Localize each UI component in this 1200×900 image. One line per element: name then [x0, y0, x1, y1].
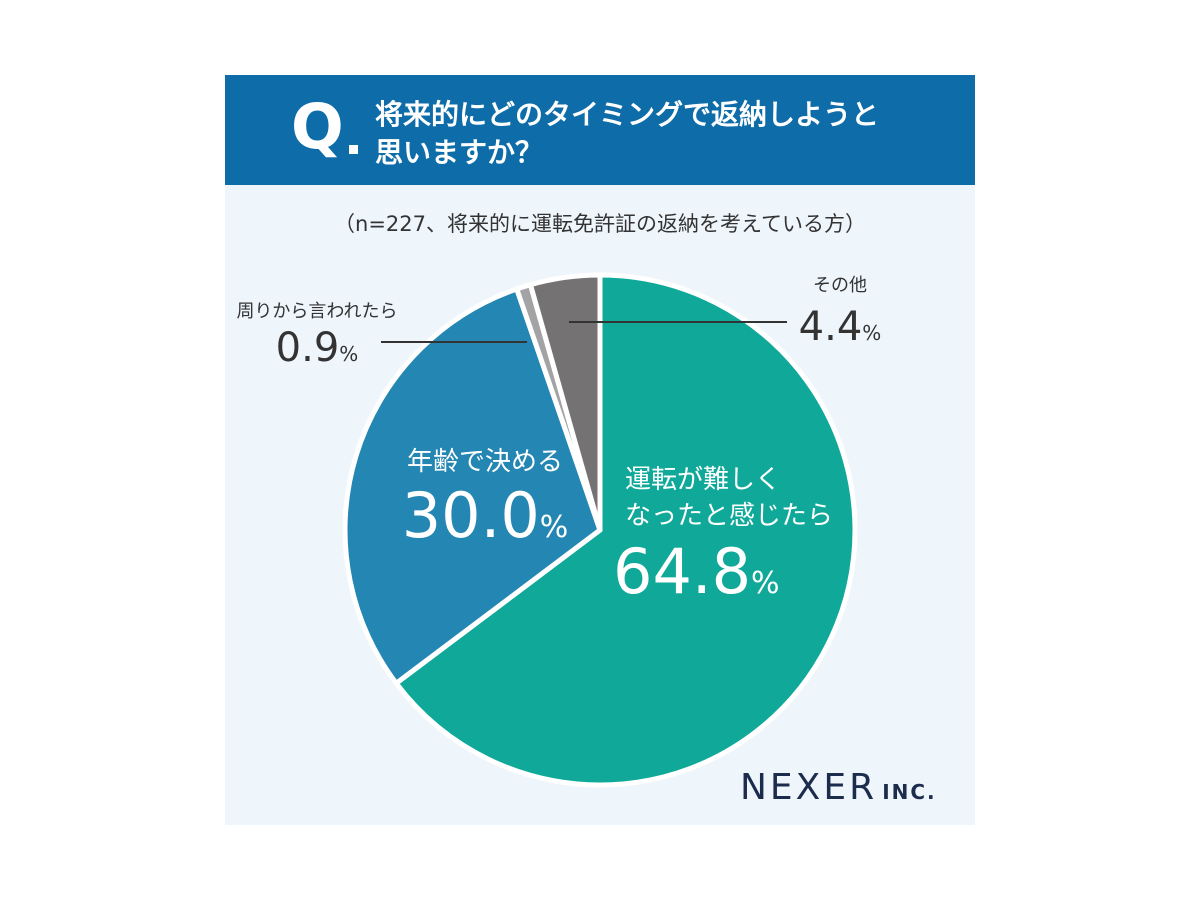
sample-note: （n=227、将来的に運転免許証の返納を考えている方） — [334, 212, 866, 236]
question-text-line2: 思いますか？ — [375, 136, 544, 169]
slice-label-2-line0: 周りから言われたら — [236, 301, 397, 322]
slice-label-3-line0: その他 — [813, 275, 867, 296]
slice-label-0-line0: 運転が難しく — [625, 465, 781, 495]
q-dot — [349, 145, 358, 154]
slice-label-1-line0: 年齢で決める — [407, 447, 563, 477]
pie-slice-1 — [342, 286, 603, 686]
brand-logo: NEXER INC. — [740, 767, 937, 808]
slice-label-0-line1: なったと感じたら — [625, 501, 833, 531]
slice-value-2: 0.9% — [276, 325, 359, 371]
infographic-card: Q 将来的にどのタイミングで返納しようと 思いますか？ （n=227、将来的に運… — [225, 75, 975, 825]
brand-suffix: INC. — [882, 780, 937, 804]
question-header: Q 将来的にどのタイミングで返納しようと 思いますか？ — [225, 75, 975, 185]
pie-slice-0 — [393, 272, 858, 788]
slice-value-3: 4.4% — [799, 304, 882, 350]
slice-value-0: 64.8% — [613, 535, 780, 608]
pie-slice-3 — [527, 272, 603, 533]
slice-value-1: 30.0% — [402, 479, 569, 552]
brand-name: NEXER — [740, 767, 878, 808]
q-mark: Q — [291, 90, 344, 163]
question-text-line1: 将来的にどのタイミングで返納しようと — [375, 98, 880, 131]
